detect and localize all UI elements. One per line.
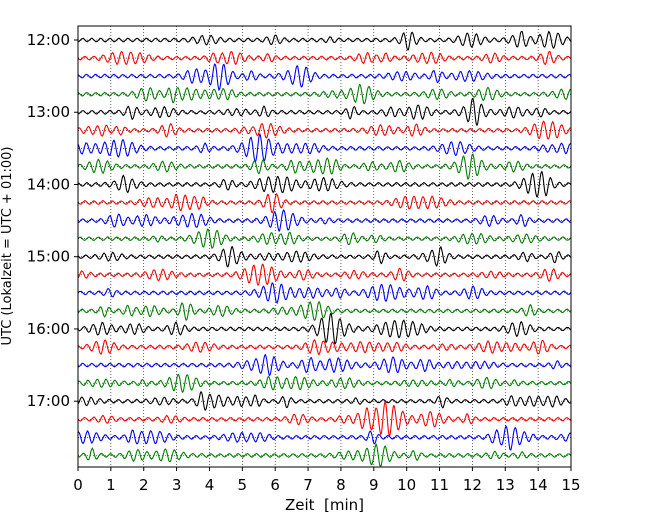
trace-line (77, 443, 572, 467)
trace-line (77, 228, 572, 249)
trace-line (77, 63, 572, 92)
x-tick-label: 7 (303, 476, 313, 494)
y-tick-label: 13:00 (27, 103, 70, 121)
x-tick-label: 1 (106, 476, 116, 494)
y-tick-label: 15:00 (27, 248, 70, 266)
x-tick-label: 8 (336, 476, 346, 494)
x-tick-label: 12 (463, 476, 482, 494)
trace-line (77, 425, 572, 451)
trace-line (77, 192, 572, 214)
trace-line (77, 312, 572, 345)
x-tick-label: 4 (205, 476, 215, 494)
ticks: 0 1 2 3 4 5 6 7 8 9 10 11 12 13 14 1512:0013:0014:0015:… (27, 31, 581, 494)
x-tick-label: 3 (172, 476, 182, 494)
x-axis-label: Zeit [min] (285, 496, 364, 514)
trace-line (77, 84, 572, 105)
x-tick-label: 10 (397, 476, 416, 494)
trace-line (77, 209, 572, 233)
trace-line (77, 133, 572, 163)
trace-line (77, 50, 572, 66)
trace-line (77, 170, 572, 198)
x-tick-label: 9 (369, 476, 379, 494)
x-tick-label: 14 (529, 476, 548, 494)
y-tick-label: 12:00 (27, 31, 70, 49)
x-tick-label: 15 (561, 476, 580, 494)
y-tick-label: 16:00 (27, 320, 70, 338)
trace-line (77, 30, 572, 51)
trace-line (77, 373, 572, 394)
trace-line (77, 245, 572, 268)
trace-line (77, 282, 572, 304)
trace-line (77, 153, 572, 180)
trace-line (77, 97, 572, 126)
trace-line (77, 353, 572, 377)
trace-line (77, 120, 572, 140)
x-tick-label: 2 (139, 476, 149, 494)
x-tick-label: 11 (430, 476, 449, 494)
x-tick-label: 5 (238, 476, 248, 494)
traces (77, 30, 572, 467)
x-tick-label: 6 (270, 476, 280, 494)
trace-line (77, 300, 572, 322)
trace-line (77, 339, 572, 356)
plot-frame (77, 25, 572, 468)
trace-line (77, 263, 572, 286)
y-axis-label: UTC (Lokalzeit = UTC + 01:00) (0, 147, 15, 346)
trace-line (77, 401, 572, 437)
y-tick-label: 14:00 (27, 175, 70, 193)
y-tick-label: 17:00 (27, 392, 70, 410)
x-tick-label: 13 (496, 476, 515, 494)
trace-line (77, 391, 572, 411)
x-tick-label: 0 (73, 476, 83, 494)
